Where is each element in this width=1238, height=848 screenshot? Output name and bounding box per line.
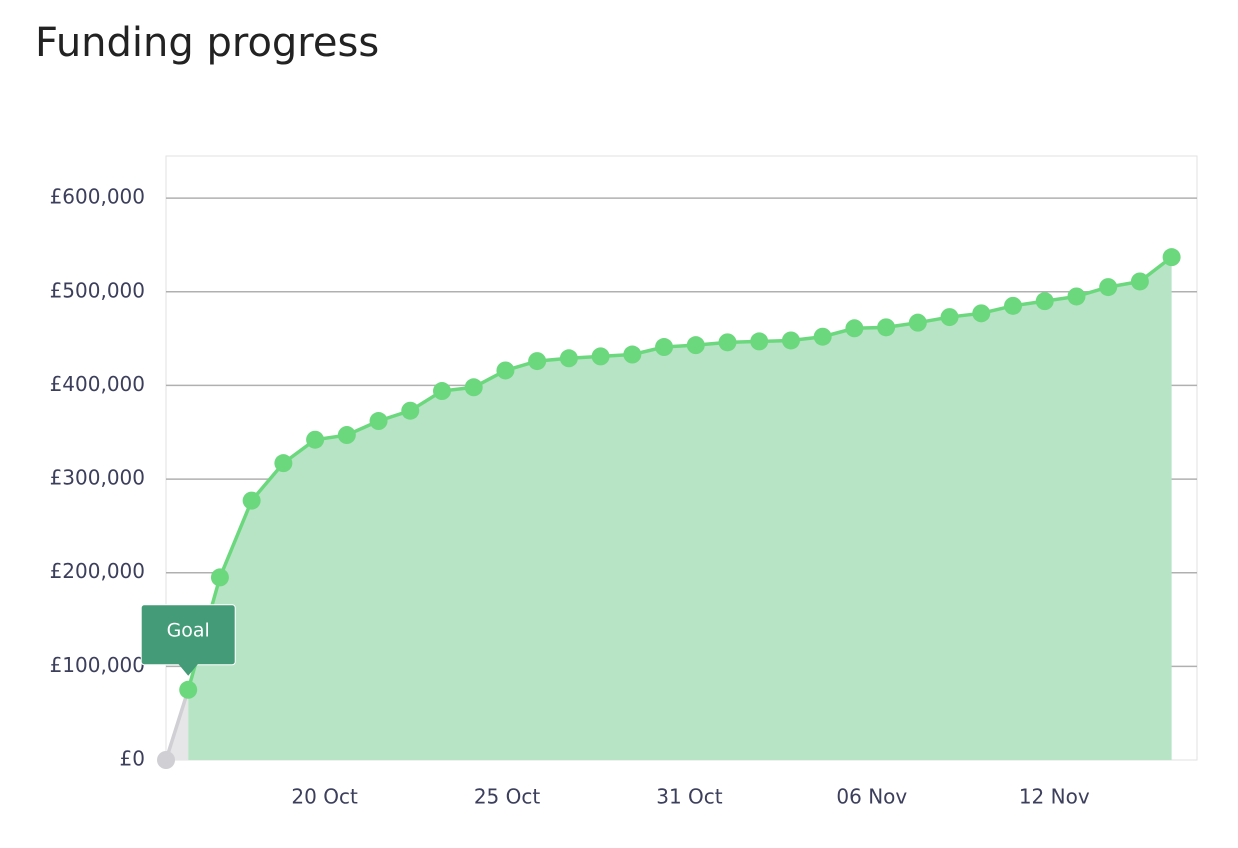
- x-tick-label: 06 Nov: [836, 785, 907, 809]
- point: [464, 378, 483, 397]
- point: [274, 454, 293, 473]
- point: [591, 347, 610, 366]
- point: [496, 361, 515, 380]
- point: [972, 304, 991, 323]
- y-tick-label: £200,000: [50, 559, 145, 583]
- x-tick-label: 25 Oct: [474, 785, 541, 809]
- point: [210, 568, 229, 587]
- point: [813, 327, 832, 346]
- point: [559, 349, 578, 368]
- x-tick-label: 12 Nov: [1019, 785, 1090, 809]
- point: [432, 382, 451, 401]
- point: [750, 332, 769, 351]
- annotation-pointer: [178, 663, 199, 676]
- point: [179, 680, 198, 699]
- point: [686, 336, 705, 355]
- line: [164, 689, 190, 761]
- point: [242, 491, 261, 510]
- y-tick-label: £500,000: [50, 278, 145, 302]
- point: [528, 352, 547, 371]
- y-tick-label: £300,000: [50, 466, 145, 490]
- point: [908, 313, 927, 332]
- x-tick-label: 20 Oct: [291, 785, 358, 809]
- y-tick-label: £0: [120, 747, 145, 771]
- x-tick-label: 31 Oct: [656, 785, 723, 809]
- point: [337, 426, 356, 445]
- point: [940, 308, 959, 327]
- point: [1162, 248, 1181, 267]
- point: [1035, 292, 1054, 311]
- point: [655, 338, 674, 357]
- point: [401, 401, 420, 420]
- point: [1130, 272, 1149, 291]
- point: [781, 331, 800, 350]
- annotation-text: Goal: [167, 619, 210, 641]
- point: [306, 430, 325, 449]
- point: [877, 318, 896, 337]
- point: [1067, 287, 1086, 306]
- annotation: Goal: [140, 604, 236, 676]
- y-tick-label: £400,000: [50, 372, 145, 396]
- y-tick-label: £600,000: [50, 185, 145, 209]
- y-tick-label: £100,000: [50, 653, 145, 677]
- point: [369, 412, 388, 431]
- point: [1004, 296, 1023, 315]
- point: [1099, 278, 1118, 297]
- area-fill: [188, 257, 1172, 760]
- point: [718, 333, 737, 352]
- point: [157, 751, 175, 769]
- point: [623, 345, 642, 364]
- chart-title: Funding progress: [35, 20, 379, 66]
- point: [845, 319, 864, 338]
